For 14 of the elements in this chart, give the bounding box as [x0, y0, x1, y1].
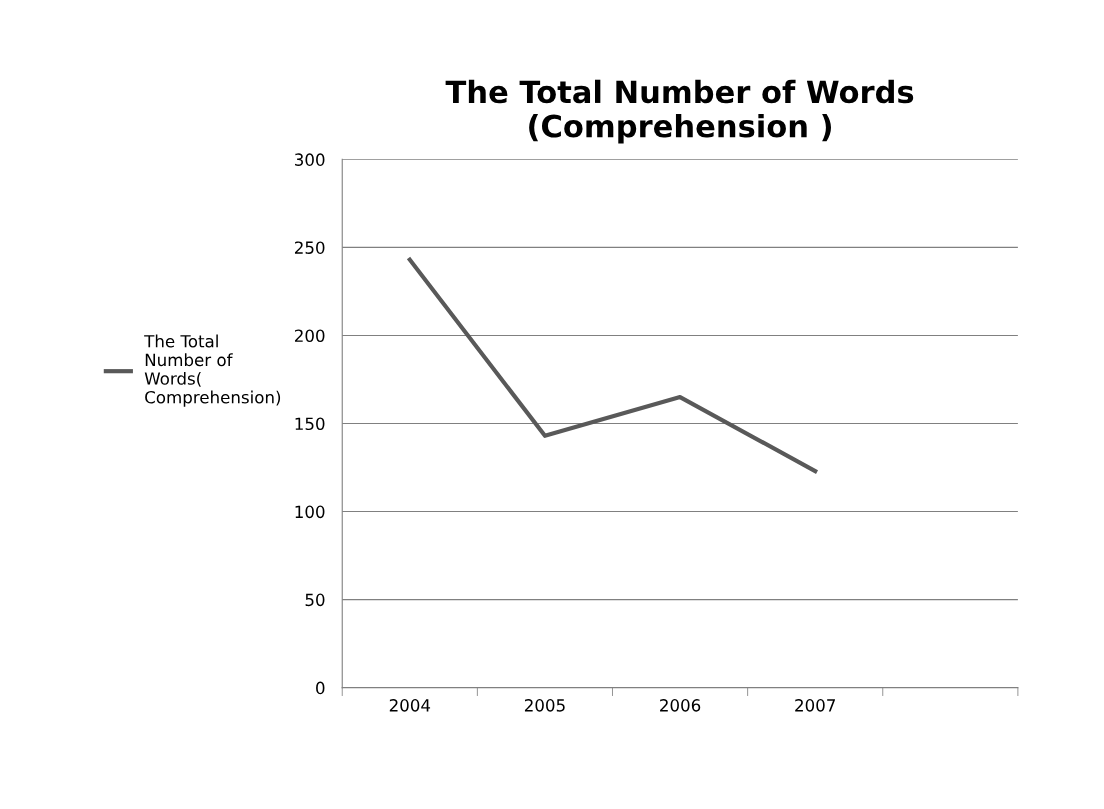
x-tick-label: 2007 [795, 699, 835, 712]
y-tick-label: 0 [316, 681, 325, 695]
legend-label: The Total Number of Words( Comprehension) [144, 334, 281, 407]
y-tick-label: 150 [295, 417, 325, 431]
line-series [407, 257, 818, 474]
y-tick-label: 250 [294, 241, 325, 254]
y-tick-label: 300 [295, 153, 325, 166]
x-tick-label: 2004 [389, 699, 431, 712]
x-tick-label: 2005 [524, 699, 565, 712]
chart-title: The Total Number of Words (Comprehension ) [445, 79, 914, 144]
y-tick-label: 100 [295, 505, 325, 519]
y-tick-label: 200 [294, 329, 325, 343]
y-tick-label: 50 [305, 593, 325, 607]
x-tick-label: 2006 [660, 699, 701, 712]
